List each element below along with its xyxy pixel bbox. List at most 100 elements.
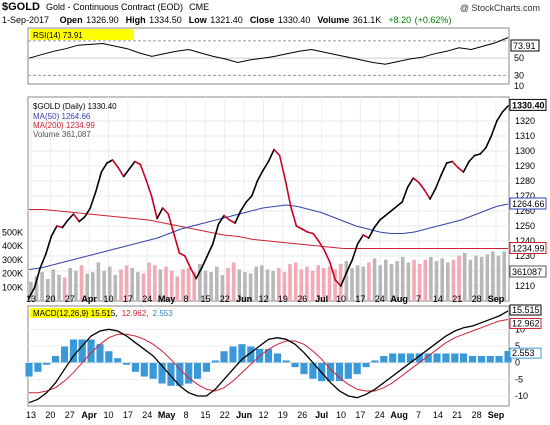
x-tick-label: 24 xyxy=(142,410,152,420)
x-tick-label: 7 xyxy=(416,294,421,304)
volume-bar xyxy=(248,273,253,301)
volume-bar xyxy=(496,255,501,301)
legend-volume: Volume 361,087 xyxy=(33,130,91,139)
price-segment xyxy=(195,267,203,280)
volume-bar xyxy=(293,262,298,301)
symbol-name: Gold - Continuous Contract (EOD) xyxy=(45,2,184,12)
x-tick-label: 10 xyxy=(336,294,346,304)
macd-value-marker xyxy=(509,304,542,316)
macd-hist-bar xyxy=(87,339,96,363)
volume-bar xyxy=(350,268,354,301)
x-tick-label: Apr xyxy=(81,294,97,304)
price-segment xyxy=(395,201,403,208)
price-segment xyxy=(234,210,242,224)
price-segment xyxy=(89,190,97,209)
volume-bar xyxy=(271,270,275,302)
price-segment xyxy=(228,219,236,224)
price-segment xyxy=(323,249,331,263)
macd-tick-label: -10 xyxy=(515,391,528,401)
macd-value-label: 2.553 xyxy=(512,348,535,358)
price-segment xyxy=(406,177,415,188)
volume-bar xyxy=(203,270,208,302)
macd-hist-bar xyxy=(362,362,371,368)
volume-bar xyxy=(434,261,439,301)
volume-bar xyxy=(322,268,326,301)
volume-bar xyxy=(485,254,490,302)
axis-value-marker xyxy=(509,197,547,210)
volume-bar xyxy=(338,263,343,301)
volume-bar xyxy=(333,269,337,301)
volume-bar xyxy=(327,266,332,301)
macd-hist-bar xyxy=(140,362,149,377)
macd-hist-bar xyxy=(202,362,211,373)
price-segment xyxy=(434,174,442,190)
price-segment xyxy=(490,120,498,137)
price-segment xyxy=(67,213,75,221)
price-tick-label: 1300 xyxy=(515,146,535,156)
price-segment xyxy=(145,178,153,197)
price-segment xyxy=(284,178,292,208)
price-tick-label: 1230 xyxy=(515,251,535,261)
macd-value-label: 12.962 xyxy=(512,318,540,328)
price-segment xyxy=(496,111,504,122)
x-tick-label: 27 xyxy=(65,410,75,420)
volume-bar xyxy=(367,262,371,301)
price-segment xyxy=(289,205,298,227)
price-tick-label: 1260 xyxy=(515,206,535,216)
x-tick-label: 10 xyxy=(103,410,113,420)
volume-tick-label: 400K xyxy=(2,241,23,251)
x-tick-label: 13 xyxy=(26,410,36,420)
volume-bar xyxy=(277,268,281,301)
macd-hist-bar xyxy=(459,353,468,363)
high-value: 1334.50 xyxy=(149,15,182,25)
x-tick-label: 10 xyxy=(103,294,113,304)
volume-bar xyxy=(260,265,264,302)
macd-hist-bar xyxy=(51,355,60,363)
macd-hist-bar xyxy=(388,353,397,363)
price-segment xyxy=(345,259,353,274)
symbol: $GOLD xyxy=(2,1,40,13)
price-segment xyxy=(457,166,465,173)
volume-bar xyxy=(468,259,473,302)
volume-bar xyxy=(389,263,394,301)
price-segment xyxy=(173,232,181,254)
price-segment xyxy=(50,225,58,238)
volume-bar xyxy=(462,252,467,301)
price-tick-label: 1320 xyxy=(515,116,535,126)
volume-bar xyxy=(361,266,366,301)
volume-bar xyxy=(91,272,95,301)
price-line xyxy=(28,105,509,299)
axis-value-label: 1330.40 xyxy=(512,100,545,110)
volume-bar xyxy=(186,268,191,301)
price-segment xyxy=(267,148,275,163)
macd-hist-bar xyxy=(433,353,442,363)
price-segment xyxy=(56,225,64,229)
x-tick-label: Apr xyxy=(81,410,97,420)
price-segment xyxy=(184,255,192,269)
volume-tick-label: 500K xyxy=(2,227,23,237)
price-segment xyxy=(39,253,47,269)
macd-signal-value: 12.962, xyxy=(122,309,149,318)
volume-tick-label: 100K xyxy=(2,282,23,292)
volume-tick-label: 200K xyxy=(2,269,23,279)
price-segment xyxy=(484,135,493,149)
price-segment xyxy=(156,207,164,220)
volume-bar xyxy=(79,265,84,302)
volume-bar xyxy=(51,269,56,301)
x-tick-label: 12 xyxy=(258,294,268,304)
volume-bar xyxy=(265,269,270,301)
x-tick-label: May xyxy=(158,294,176,304)
x-tick-label: Sep xyxy=(488,294,505,304)
price-segment xyxy=(61,219,69,229)
price-segment xyxy=(412,177,420,184)
price-segment xyxy=(167,213,175,235)
x-tick-label: May xyxy=(158,410,176,420)
price-segment xyxy=(117,166,125,178)
price-tick-label: 1290 xyxy=(515,161,535,171)
volume-bar xyxy=(254,266,258,301)
x-tick-label: 15 xyxy=(200,410,210,420)
macd-hist-bar xyxy=(193,362,202,380)
rsi-tick-label: 10 xyxy=(514,81,524,91)
macd-hist-bar xyxy=(495,355,504,363)
x-tick-label: 8 xyxy=(183,294,188,304)
